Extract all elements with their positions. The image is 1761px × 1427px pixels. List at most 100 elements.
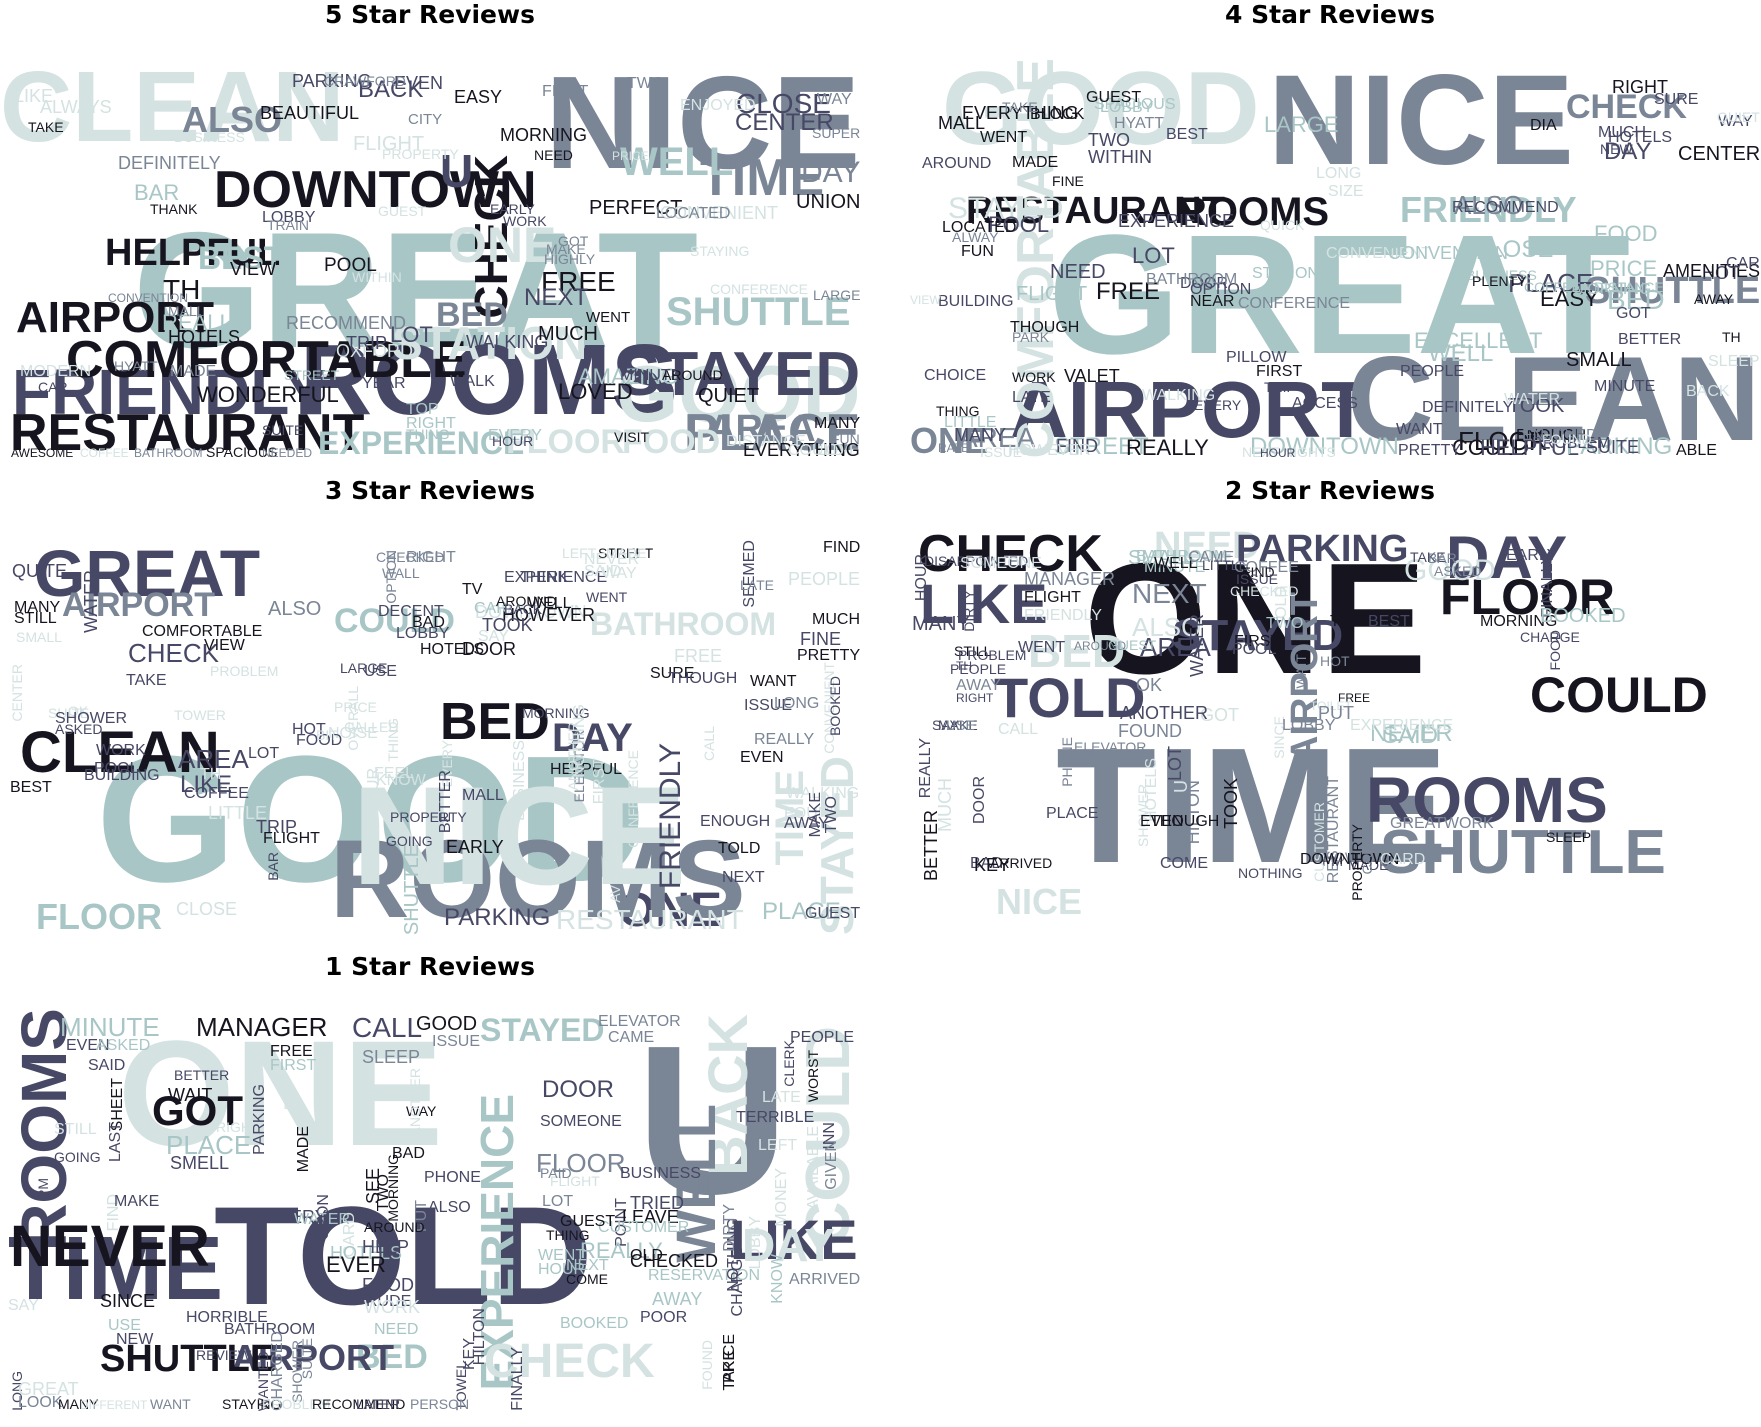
- cloud-word: KNOW: [376, 772, 426, 789]
- cloud-word: LARGE: [1264, 112, 1339, 137]
- cloud-word: PUT: [1318, 703, 1354, 723]
- cloud-word: CHECK: [484, 1335, 655, 1388]
- cloud-word: BATHROOM: [1146, 271, 1238, 288]
- cloud-word: BUSINESS: [1466, 267, 1537, 283]
- cloud-word: VIEW: [204, 637, 245, 654]
- cloud-word: TOOK: [1221, 778, 1241, 829]
- cloud-word: ALSO: [1132, 612, 1202, 642]
- cloud-word: PROBLEM: [958, 647, 1027, 663]
- cloud-word: BED: [356, 1338, 428, 1376]
- cloud-word: WANT: [750, 673, 797, 690]
- cloud-word: FREE: [1338, 691, 1371, 705]
- cloud-word: STAYED: [619, 340, 860, 409]
- cloud-word: WONDERFUL: [197, 382, 339, 407]
- cloud-word: AROUND: [364, 1219, 425, 1235]
- cloud-word: MUCH: [1598, 124, 1646, 141]
- cloud-word: SHOWER: [55, 710, 127, 727]
- cloud-word: ENOUGH: [1516, 427, 1587, 444]
- cloud-word: WATER: [81, 570, 101, 633]
- cloud-word: ONE: [118, 1009, 444, 1177]
- cloud-word: OPTION: [1190, 281, 1252, 298]
- cloud-word: CITY: [408, 111, 443, 128]
- cloud-word: HOUR: [1260, 446, 1296, 459]
- cloud-word: ANOTHER: [1120, 703, 1209, 723]
- cloud-word: ONE: [1084, 531, 1427, 707]
- cloud-word: EVEN: [394, 73, 444, 93]
- cloud-word: TOLD: [718, 840, 761, 857]
- cloud-word: SEEMED: [741, 540, 758, 608]
- cloud-word: PEOPLE: [1400, 363, 1465, 380]
- cloud-word: GUEST: [1108, 637, 1157, 653]
- cloud-word: GOOD: [96, 719, 647, 920]
- cloud-word: MADE: [170, 363, 217, 380]
- cloud-word: HOUR: [538, 1261, 586, 1278]
- cloud-word: FOOD: [362, 1275, 414, 1295]
- cloud-word: FLOOR: [1458, 426, 1548, 456]
- cloud-word: RESTAURANT: [966, 190, 1225, 232]
- cloud-word: TRIP: [1264, 379, 1296, 395]
- cloud-word: PHONE: [424, 1169, 481, 1186]
- cloud-word: OPTION: [383, 550, 399, 604]
- cloud-word: TH: [200, 766, 222, 783]
- cloud-word: LITTLE: [944, 414, 997, 431]
- cloud-word: NEW: [1600, 141, 1633, 157]
- cloud-word: DOWNTOWN: [1300, 851, 1400, 868]
- cloud-word: TWO: [1266, 615, 1304, 632]
- cloud-word: MANY: [814, 415, 860, 432]
- cloud-word: LOBBY: [1100, 99, 1154, 116]
- cloud-word: CHOICE: [924, 367, 987, 384]
- cloud-word: NICE: [545, 49, 860, 196]
- cloud-word: TWO: [1088, 130, 1130, 150]
- cloud-word: EVERYTHING: [962, 103, 1079, 123]
- cloud-word: DOOR: [1180, 275, 1228, 292]
- cloud-word: LATER: [356, 1396, 401, 1411]
- cloud-word: BUSINESS: [511, 740, 528, 821]
- cloud-word: CAR: [38, 379, 68, 395]
- cloud-word: SAY: [8, 1297, 39, 1314]
- cloud-word: FIRST: [591, 758, 608, 805]
- cloud-word: EXPERIENCE: [318, 425, 525, 459]
- cloud-word: CENTER: [735, 109, 834, 136]
- cloud-word: LIKE: [730, 1208, 858, 1271]
- cloud-word: ELEVATOR: [1074, 739, 1147, 755]
- cloud-word: TIME: [700, 149, 825, 207]
- cloud-word: WALL: [382, 565, 420, 581]
- cloud-word: THING: [936, 403, 980, 419]
- cloud-word: SHUTTLE: [401, 844, 423, 935]
- cloud-word: FLIGHT: [353, 133, 425, 155]
- cloud-word: MINUTE: [1144, 559, 1206, 576]
- cloud-word: TIME: [1056, 714, 1448, 897]
- cloud-word: HELPFUL: [550, 761, 623, 778]
- cloud-word: LEFT: [758, 1137, 798, 1154]
- cloud-word: PAID: [540, 1165, 572, 1181]
- cloud-word: VALET: [1064, 366, 1120, 386]
- cloud-word: HOTELS: [1608, 129, 1673, 146]
- cloud-word: RIGHT: [216, 1119, 260, 1135]
- cloud-word: MINUTE: [620, 367, 682, 384]
- cloud-word: SAID: [88, 1057, 126, 1074]
- cloud-word: MAKE: [114, 1193, 160, 1210]
- cloud-word: CLOSE: [736, 88, 831, 119]
- cloud-word: PROPERTY: [382, 146, 459, 162]
- cloud-word: EVERY: [266, 1207, 327, 1227]
- cloud-word: EVEN: [1140, 813, 1184, 830]
- cloud-word: NICE: [996, 881, 1083, 922]
- cloud-word: FIRST: [1256, 363, 1303, 380]
- cloud-word: RUDE: [366, 1293, 412, 1310]
- cloud-word: FRIENDLY: [654, 743, 687, 890]
- cloud-word: FLIGHT: [1024, 589, 1081, 606]
- cloud-word: REALLY: [754, 731, 815, 748]
- cloud-word: WAY: [1718, 113, 1753, 130]
- cloud-word: SOMEONE: [540, 1113, 622, 1130]
- cloud-word: TRIED: [630, 1193, 684, 1213]
- cloud-word: CALL: [352, 1012, 423, 1043]
- cloud-word: THINK: [520, 569, 568, 586]
- cloud-word: GOT: [152, 1087, 243, 1134]
- cloud-word: CLEAN: [20, 720, 220, 785]
- cloud-word: WENT: [538, 1247, 586, 1264]
- cloud-word: DAY: [742, 1219, 835, 1271]
- cloud-word: MANAGER: [196, 1012, 328, 1042]
- cloud-word: HOTELS: [330, 1243, 403, 1263]
- cloud-word: RECOMMEND: [1452, 199, 1559, 216]
- cloud-word: TERRIBLE: [736, 1109, 815, 1126]
